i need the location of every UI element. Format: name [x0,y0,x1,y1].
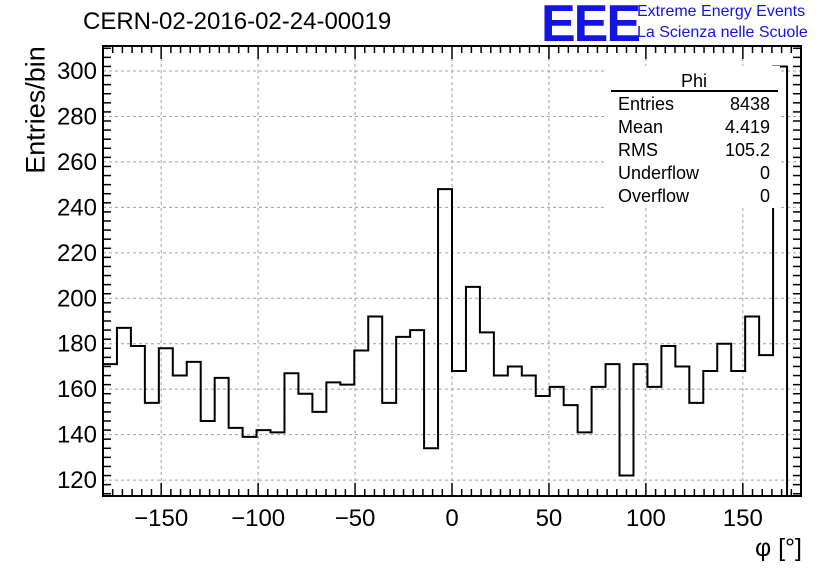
y-tick-label: 300 [57,58,97,85]
histogram-bin [173,376,187,496]
y-tick-label: 240 [57,194,97,221]
stats-box-background [606,66,780,208]
y-tick-label: 260 [57,149,97,176]
histogram-line [103,65,801,497]
x-tick-label: 0 [445,505,458,532]
histogram-bin [633,364,647,496]
stats-label: Mean [618,117,663,137]
histogram-bin [745,316,759,496]
histogram-bin [647,387,661,496]
histogram-bin [494,376,508,496]
histogram-bin [703,371,717,496]
histogram-bin [466,287,480,496]
histogram-bin [550,387,564,496]
histogram-bin [606,364,620,496]
histogram-bin [312,412,326,496]
stats-label: Underflow [618,163,700,183]
stats-box: Phi Entries 8438 Mean 4.419 RMS 105.2 Underflow… [606,66,780,208]
histogram-bin [438,189,452,496]
chart-title: CERN-02-2016-02-24-00019 [83,8,392,35]
histogram-bin [689,403,703,496]
histogram-bin [675,366,689,496]
stats-box-title: Phi [681,71,707,91]
histogram-bin [117,328,131,496]
x-tick-label: −50 [335,505,376,532]
histogram-bin [410,330,424,496]
histogram-bin [368,316,382,496]
histogram-bin [326,382,340,496]
histogram-bin [340,385,354,496]
eee-logo-mark: EEE [541,0,641,53]
histogram-bin [508,366,522,496]
histogram-bin [229,428,243,496]
histogram-bin [578,432,592,496]
x-tick-label: 50 [536,505,563,532]
histogram-bin [731,371,745,496]
x-tick-label: 150 [723,505,763,532]
logo-text-line1: Extreme Energy Events [637,3,806,20]
histogram-bin [592,387,606,496]
histogram-bin [661,346,675,496]
histogram-bin [145,403,159,496]
histogram-bin [187,362,201,496]
histogram-bin [354,351,368,496]
y-tick-label: 180 [57,331,97,358]
stats-value: 8438 [730,94,770,114]
histogram-bin [759,355,773,496]
x-axis-label: φ [°] [754,534,802,562]
y-tick-label: 140 [57,422,97,449]
y-axis-label: Entries/bin [20,46,51,174]
histogram-bin [215,378,229,496]
y-tick-label: 220 [57,240,97,267]
stats-label: Entries [618,94,674,114]
histogram-bin [131,346,145,496]
histogram-bin [717,344,731,496]
stats-value: 0 [760,186,770,206]
axis-ticks [103,46,801,496]
x-tick-label: 100 [626,505,666,532]
histogram-bin [201,421,215,496]
histogram-bin [452,371,466,496]
histogram-bin [298,394,312,496]
histogram-bin [382,403,396,496]
logo-text-line2: La Scienza nelle Scuole [637,24,808,41]
y-tick-label: 200 [57,285,97,312]
histogram-bin [396,337,410,496]
x-tick-label: −100 [231,505,285,532]
histogram-bin [159,348,173,496]
histogram-bin [243,437,257,496]
stats-value: 4.419 [725,117,770,137]
stats-label: Overflow [618,186,690,206]
stats-value: 105.2 [725,140,770,160]
histogram-bin [536,396,550,496]
histogram-bin [271,432,285,496]
stats-label: RMS [618,140,658,160]
x-tick-label: −150 [134,505,188,532]
y-tick-label: 120 [57,467,97,494]
histogram-bin [522,376,536,496]
histogram-bin [284,373,298,496]
y-tick-label: 160 [57,376,97,403]
histogram-bin [480,332,494,496]
y-tick-label: 280 [57,103,97,130]
stats-value: 0 [760,163,770,183]
histogram-bin [564,405,578,496]
histogram-bin [424,448,438,496]
